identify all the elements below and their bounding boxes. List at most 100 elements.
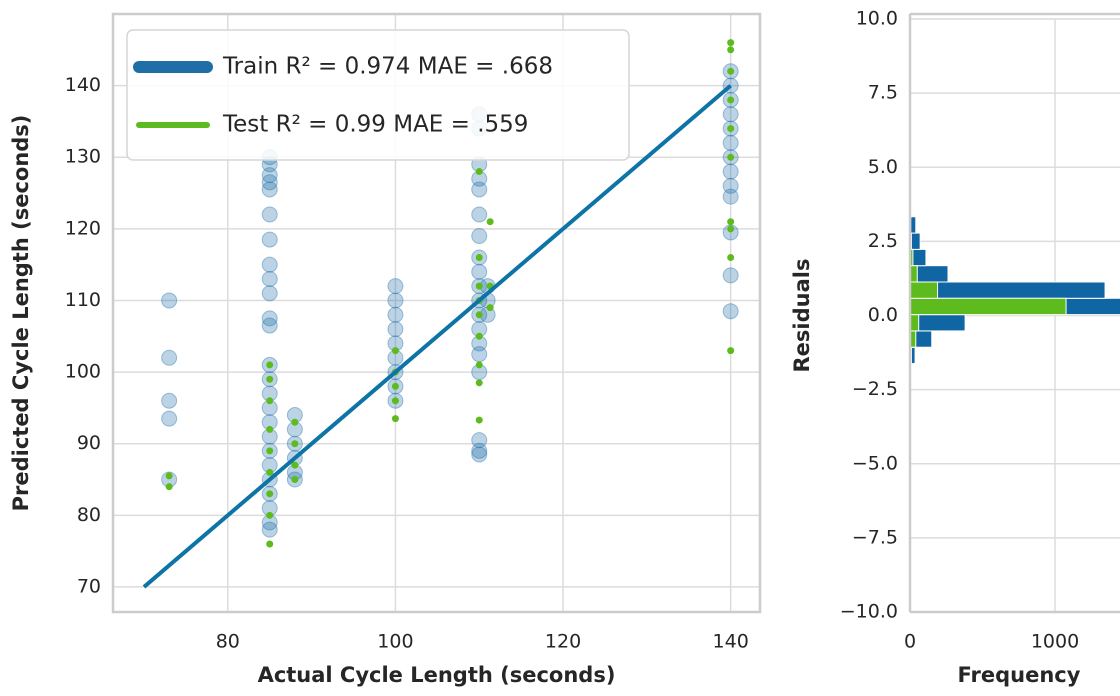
point: [727, 125, 735, 133]
y-tick-label: 7.5: [868, 82, 898, 104]
point: [727, 96, 735, 104]
point: [471, 432, 488, 449]
point: [722, 177, 739, 194]
point: [387, 321, 404, 338]
point: [291, 418, 299, 426]
point: [722, 134, 739, 151]
point: [727, 39, 735, 47]
point: [471, 181, 488, 198]
point: [475, 332, 483, 340]
y-tick-label: 110: [65, 289, 101, 311]
point: [475, 282, 483, 290]
point: [722, 267, 739, 284]
point: [727, 218, 735, 226]
point: [266, 511, 274, 519]
x-tick-label: 140: [713, 631, 749, 653]
point: [291, 440, 299, 448]
y-tick-label: 10.0: [856, 8, 898, 30]
legend-label: Test R² = 0.99 MAE = .559: [222, 112, 528, 138]
point: [471, 442, 488, 459]
point: [161, 292, 178, 309]
point: [727, 46, 735, 54]
point: [391, 382, 399, 390]
point: [722, 303, 739, 320]
histogram-bar: [909, 281, 939, 299]
point: [291, 476, 299, 484]
x-tick-label: 80: [216, 631, 240, 653]
x-tick-label: 0: [904, 631, 916, 653]
y-axis-label: Predicted Cycle Length (seconds): [9, 115, 33, 512]
point: [266, 425, 274, 433]
point: [261, 181, 278, 198]
point: [266, 468, 274, 476]
legend: Train R² = 0.974 MAE = .668 Test R² = 0.9…: [126, 29, 630, 161]
point: [387, 292, 404, 309]
y-tick-label: 140: [65, 74, 101, 96]
y-tick-label: 70: [77, 575, 101, 597]
point: [727, 67, 735, 75]
point: [475, 361, 483, 369]
point: [475, 416, 483, 424]
legend-label: Train R² = 0.974 MAE = .668: [222, 54, 553, 80]
point: [266, 375, 274, 383]
point: [486, 304, 494, 312]
point: [471, 346, 488, 363]
point: [261, 270, 278, 287]
y-tick-label: 100: [65, 361, 101, 383]
y-tick-label: −10.0: [840, 601, 898, 623]
y-tick-label: 80: [77, 504, 101, 526]
point: [471, 446, 488, 463]
point: [722, 106, 739, 123]
y-tick-label: 130: [65, 146, 101, 168]
point: [387, 306, 404, 323]
point: [261, 285, 278, 302]
y-tick-label: 5.0: [868, 156, 898, 178]
point: [727, 153, 735, 161]
point: [475, 311, 483, 319]
point: [165, 483, 173, 491]
point: [261, 256, 278, 273]
point: [727, 253, 735, 261]
y-tick-label: 120: [65, 217, 101, 239]
point: [261, 206, 278, 223]
point: [722, 163, 739, 180]
point: [261, 167, 278, 184]
legend-box: [126, 29, 630, 161]
point: [475, 253, 483, 261]
y-tick-label: −7.5: [852, 526, 898, 548]
point: [266, 447, 274, 455]
point: [475, 168, 483, 176]
point: [161, 410, 178, 427]
point: [261, 317, 278, 334]
x-axis-label: Frequency: [958, 663, 1081, 687]
point: [261, 521, 278, 538]
point: [391, 347, 399, 355]
point: [471, 228, 488, 245]
y-tick-label: 90: [77, 432, 101, 454]
point: [391, 397, 399, 405]
point: [266, 540, 274, 548]
point: [727, 347, 735, 355]
point: [471, 206, 488, 223]
x-tick-label: 120: [545, 631, 581, 653]
point: [261, 310, 278, 327]
point: [161, 349, 178, 366]
point: [722, 188, 739, 205]
point: [266, 490, 274, 498]
histogram-bar: [909, 314, 920, 332]
y-tick-label: −5.0: [852, 452, 898, 474]
point: [161, 392, 178, 409]
point: [727, 225, 735, 233]
point: [387, 278, 404, 295]
identity-line: [142, 84, 732, 589]
point: [475, 379, 483, 387]
point: [471, 263, 488, 280]
point: [165, 472, 173, 480]
point: [291, 461, 299, 469]
histogram-bar: [909, 297, 1067, 316]
point: [266, 397, 274, 405]
x-tick-label: 100: [377, 631, 413, 653]
histogram-bar: [909, 281, 1106, 299]
x-tick-label: 1000: [1031, 631, 1079, 653]
